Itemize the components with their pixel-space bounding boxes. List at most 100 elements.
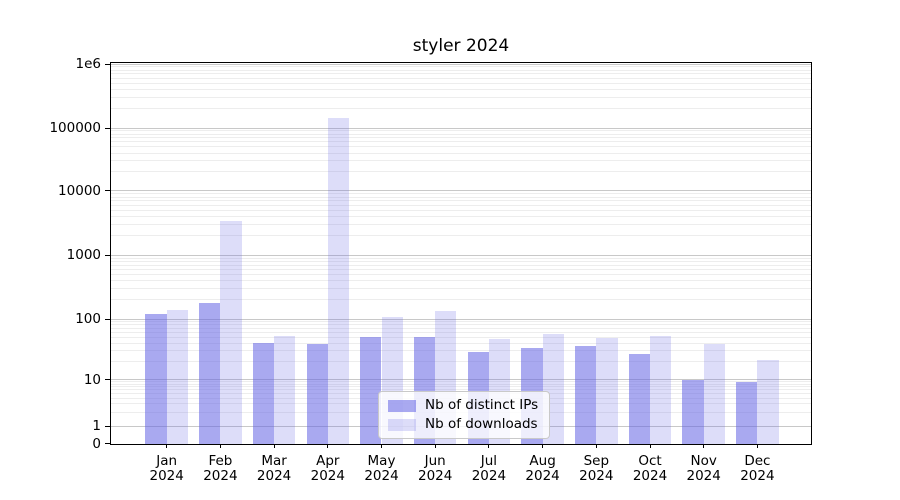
gridline-minor [111, 200, 811, 202]
plot-area [110, 62, 812, 445]
gridline-minor [111, 152, 811, 154]
bar-downloads-apr-2024 [327, 117, 350, 444]
bar-distinct-ips-dec-2024 [736, 381, 758, 444]
gridline-minor [111, 350, 811, 352]
gridline-minor [111, 327, 811, 329]
gridline-minor [111, 342, 811, 344]
bar-downloads-dec-2024 [757, 360, 779, 444]
x-tick-label: Feb 2024 [188, 454, 252, 483]
legend-item: Nb of downloads [388, 417, 538, 432]
x-tick-label-year: 2024 [256, 467, 292, 484]
gridline-major [111, 318, 811, 320]
bar-downloads-oct-2024 [650, 335, 672, 444]
x-tick-label-year: 2024 [418, 467, 453, 484]
legend-item: Nb of distinct IPs [388, 398, 538, 413]
gridline-minor [111, 193, 811, 195]
bar-distinct-ips-apr-2024 [306, 343, 328, 444]
x-tick [703, 444, 705, 448]
legend-swatch-distinct-ips [388, 399, 416, 412]
x-tick-label-year: 2024 [525, 467, 560, 484]
x-tick [542, 444, 544, 448]
x-tick-label: Oct 2024 [618, 454, 682, 483]
gridline-minor [111, 130, 811, 132]
gridline-minor [111, 160, 811, 162]
y-tick [105, 379, 110, 380]
x-tick [273, 444, 275, 448]
bar-distinct-ips-may-2024 [360, 336, 382, 444]
x-tick-label: Sep 2024 [564, 454, 628, 483]
bar-downloads-mar-2024 [274, 335, 296, 444]
gridline-minor [111, 288, 811, 290]
x-tick-label-year: 2024 [740, 467, 775, 484]
x-tick-label: Mar 2024 [242, 454, 306, 483]
chart-title: styler 2024 [412, 36, 510, 56]
y-tick-label: 10 [83, 371, 101, 388]
gridline-minor [111, 389, 811, 391]
legend: Nb of distinct IPs Nb of downloads [378, 391, 551, 439]
gridline-minor [111, 66, 811, 68]
x-tick-label-year: 2024 [579, 467, 614, 484]
gridline-minor [111, 381, 811, 383]
x-tick [381, 444, 382, 448]
x-tick-label-year: 2024 [310, 467, 345, 484]
bar-distinct-ips-mar-2024 [252, 343, 275, 444]
x-tick-label-month: Feb [208, 453, 233, 469]
x-tick-label: Aug 2024 [511, 454, 575, 483]
gridline-major [111, 254, 811, 256]
x-tick-label-month: Jun [424, 453, 446, 469]
bar-downloads-jan-2024 [166, 309, 188, 444]
gridline-minor [111, 224, 811, 225]
x-tick-label-year: 2024 [149, 467, 184, 484]
x-tick-label-month: Jul [480, 453, 498, 469]
gridline-minor [111, 360, 811, 362]
bar-distinct-ips-nov-2024 [682, 379, 704, 444]
gridline-minor [111, 261, 811, 262]
x-tick-label: Apr 2024 [296, 454, 360, 483]
gridline-minor [111, 133, 811, 135]
x-tick-label: Dec 2024 [725, 454, 789, 483]
gridline-minor [111, 386, 811, 388]
bars-layer [111, 63, 811, 444]
gridline-minor [111, 235, 811, 237]
gridline-minor [111, 257, 811, 259]
y-tick-label: 1 [92, 418, 101, 434]
x-tick-label-month: Sep [583, 453, 610, 469]
x-tick [327, 444, 329, 448]
gridline-minor [111, 336, 811, 338]
gridline-minor [111, 171, 811, 173]
gridline-major [111, 379, 811, 380]
y-tick [105, 318, 110, 320]
bar-distinct-ips-oct-2024 [628, 354, 650, 444]
x-tick-label-month: Apr [316, 453, 340, 469]
x-tick-label-year: 2024 [471, 467, 507, 484]
gridline-minor [111, 77, 811, 79]
x-tick-label: Jul 2024 [457, 454, 521, 483]
gridline-minor [111, 146, 811, 148]
gridline-minor [111, 321, 811, 323]
y-tick [105, 425, 110, 427]
x-tick-label-month: Dec [744, 453, 771, 469]
x-tick-label-month: Aug [529, 453, 556, 469]
bar-distinct-ips-jan-2024 [145, 313, 167, 444]
gridline-minor [111, 204, 811, 206]
gridline-minor [111, 264, 811, 266]
x-tick [756, 444, 758, 448]
legend-swatch-downloads [388, 418, 416, 431]
gridline-minor [111, 209, 811, 211]
x-tick-label: Jun 2024 [403, 454, 467, 483]
gridline-major [111, 63, 811, 65]
y-tick-label: 10000 [58, 182, 101, 199]
x-tick [219, 444, 221, 448]
y-tick [105, 190, 110, 192]
x-tick-label: Jan 2024 [135, 454, 199, 483]
gridline-minor [111, 196, 811, 198]
gridline-major [111, 190, 811, 192]
x-tick-label-year: 2024 [203, 467, 238, 484]
bar-downloads-sep-2024 [596, 337, 618, 444]
bar-distinct-ips-feb-2024 [199, 302, 221, 444]
gridline-major [111, 127, 811, 129]
x-tick [488, 444, 490, 448]
legend-label-distinct-ips: Nb of distinct IPs [425, 397, 539, 413]
gridline-minor [111, 82, 811, 84]
x-tick-label-month: Mar [261, 453, 287, 469]
